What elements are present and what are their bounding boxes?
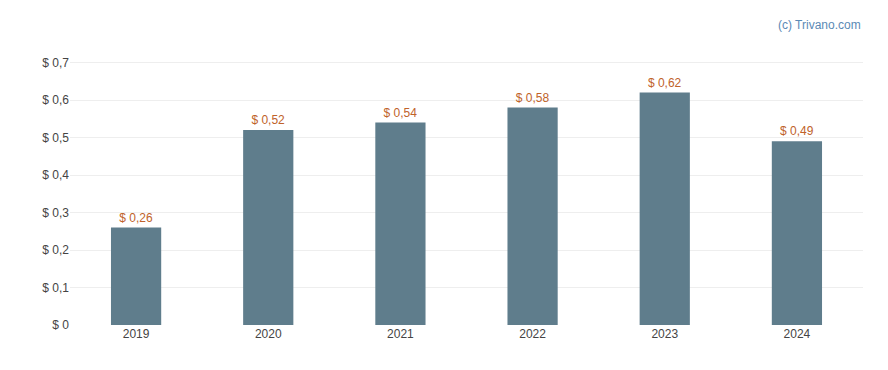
svg-text:2021: 2021 [387, 327, 414, 341]
svg-text:(c) Trivano.com: (c) Trivano.com [778, 18, 861, 32]
svg-text:2019: 2019 [123, 327, 150, 341]
svg-text:$ 0,58: $ 0,58 [516, 91, 550, 105]
svg-text:2022: 2022 [519, 327, 546, 341]
svg-text:$ 0,3: $ 0,3 [42, 206, 69, 220]
svg-text:$ 0,52: $ 0,52 [251, 113, 285, 127]
svg-text:$ 0,54: $ 0,54 [384, 106, 418, 120]
svg-text:$ 0,6: $ 0,6 [42, 93, 69, 107]
svg-text:$ 0,62: $ 0,62 [648, 76, 682, 90]
svg-text:2020: 2020 [255, 327, 282, 341]
svg-text:2023: 2023 [651, 327, 678, 341]
svg-text:$ 0,7: $ 0,7 [42, 56, 69, 70]
svg-text:$ 0,4: $ 0,4 [42, 168, 69, 182]
svg-text:$ 0,5: $ 0,5 [42, 131, 69, 145]
svg-text:$ 0,26: $ 0,26 [119, 211, 153, 225]
svg-text:$ 0: $ 0 [52, 318, 69, 332]
svg-text:$ 0,2: $ 0,2 [42, 243, 69, 257]
svg-text:$ 0,1: $ 0,1 [42, 281, 69, 295]
svg-text:2024: 2024 [784, 327, 811, 341]
svg-text:$ 0,49: $ 0,49 [780, 124, 814, 138]
